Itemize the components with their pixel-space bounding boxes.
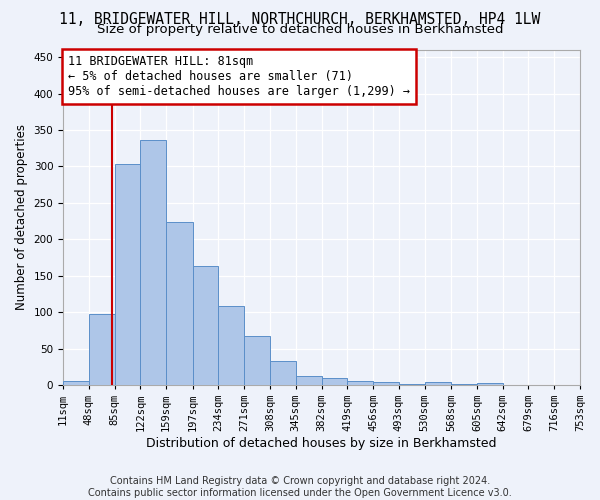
Bar: [399, 384, 425, 385]
Text: 11, BRIDGEWATER HILL, NORTHCHURCH, BERKHAMSTED, HP4 1LW: 11, BRIDGEWATER HILL, NORTHCHURCH, BERKH…: [59, 12, 541, 28]
Bar: [425, 382, 451, 385]
Bar: [115, 164, 140, 385]
Bar: [193, 266, 218, 385]
Bar: [451, 384, 477, 385]
Bar: [373, 382, 399, 385]
Bar: [244, 336, 270, 385]
Bar: [89, 314, 115, 385]
Text: Size of property relative to detached houses in Berkhamsted: Size of property relative to detached ho…: [97, 22, 503, 36]
Bar: [140, 140, 166, 385]
Text: 11 BRIDGEWATER HILL: 81sqm
← 5% of detached houses are smaller (71)
95% of semi-: 11 BRIDGEWATER HILL: 81sqm ← 5% of detac…: [68, 55, 410, 98]
Bar: [296, 376, 322, 385]
Bar: [166, 222, 193, 385]
Bar: [218, 306, 244, 385]
Text: Contains HM Land Registry data © Crown copyright and database right 2024.
Contai: Contains HM Land Registry data © Crown c…: [88, 476, 512, 498]
Bar: [63, 382, 89, 385]
Y-axis label: Number of detached properties: Number of detached properties: [15, 124, 28, 310]
Bar: [322, 378, 347, 385]
Bar: [347, 380, 373, 385]
Bar: [477, 382, 503, 385]
Bar: [270, 361, 296, 385]
X-axis label: Distribution of detached houses by size in Berkhamsted: Distribution of detached houses by size …: [146, 437, 497, 450]
